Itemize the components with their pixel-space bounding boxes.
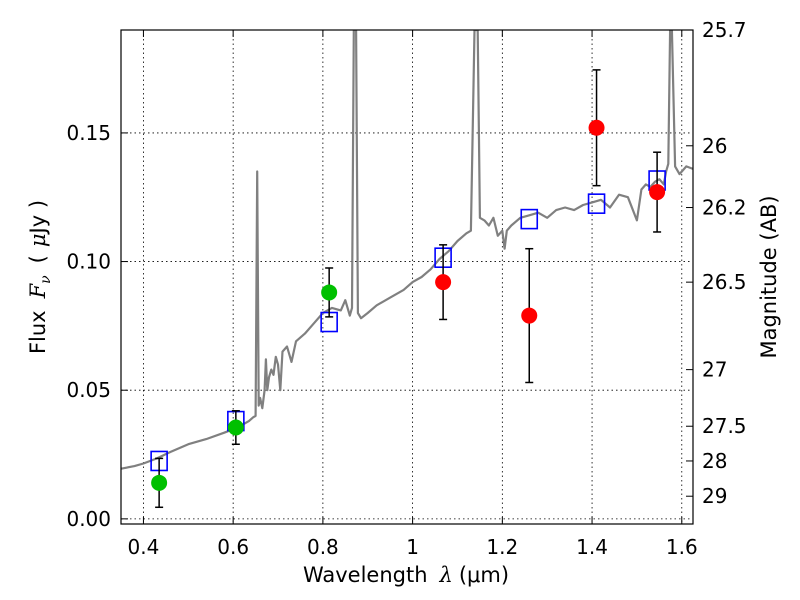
x-tick-label: 1.4 [576, 535, 608, 559]
y2-tick-label: 25.7 [702, 18, 747, 42]
green-data-point [151, 474, 168, 491]
y2-tick-label: 26 [702, 134, 727, 158]
plot-area [121, 30, 693, 509]
plot-frame [120, 29, 694, 525]
x-tick-label: 0.8 [307, 535, 339, 559]
green-data-point [227, 419, 244, 436]
grid [121, 30, 693, 524]
y-tick-label: 0.10 [66, 250, 111, 274]
green-data-point [321, 284, 338, 301]
x-tick-label: 1.6 [666, 535, 698, 559]
y2-tick-label: 26.5 [702, 270, 747, 294]
y2-tick-label: 26.2 [702, 196, 747, 220]
model-square-point [587, 193, 606, 214]
x-tick-label: 0.6 [217, 535, 249, 559]
y2-axis-title: Magnitude (AB) [757, 195, 781, 358]
y-tick-label: 0.00 [66, 507, 111, 531]
y-tick-label: 0.15 [66, 121, 111, 145]
model-square-point [520, 208, 539, 230]
axis-ticks: 0.4 0.6 0.8 1 1.2 1.4 1.6 0.00 0.05 0.10 0.15 25.7 2… [66, 18, 746, 559]
red-data-point [521, 307, 538, 324]
x-tick-label: 1 [406, 535, 419, 559]
y2-tick-label: 28 [702, 449, 727, 473]
y2-tick-label: 27.5 [702, 414, 747, 438]
spectrum-line [121, 30, 693, 470]
x-tick-label: 1.2 [486, 535, 518, 559]
x-tick-label: 0.4 [128, 535, 160, 559]
y2-tick-label: 27 [702, 358, 727, 382]
y-tick-label: 0.05 [66, 378, 111, 402]
red-data-point [435, 274, 452, 291]
y-axis-title: FluxFν(μJy ) [26, 200, 54, 354]
red-data-point [588, 119, 605, 136]
red-data-point [649, 184, 666, 201]
x-axis-title: Wavelength λ (μm) [303, 563, 509, 587]
y2-tick-label: 29 [702, 484, 727, 508]
